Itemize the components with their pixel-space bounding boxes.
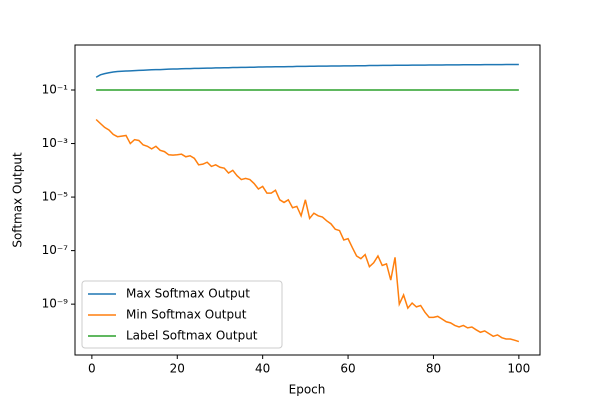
series-line (95, 63, 519, 78)
legend-label: Min Softmax Output (126, 308, 247, 322)
legend-label: Max Softmax Output (126, 287, 250, 301)
legend-box (81, 280, 283, 349)
y-tick-label: 10⁻¹ (42, 83, 69, 97)
plot-frame (74, 44, 541, 356)
y-tick-label: 10⁻³ (42, 136, 69, 150)
y-axis-label: Softmax Output (11, 152, 25, 248)
legend: Max Softmax Output Min Softmax Output Labe… (81, 280, 283, 349)
x-tick-label: 80 (426, 362, 441, 376)
legend-label: Label Softmax Output (126, 329, 258, 343)
y-tick-label: 10⁻⁷ (42, 243, 69, 257)
y-tick-label: 10⁻⁵ (42, 190, 69, 204)
series-line (95, 118, 520, 343)
x-tick-label: 60 (340, 362, 355, 376)
y-tick-label: 10⁻⁹ (42, 297, 69, 311)
x-tick-label: 40 (255, 362, 270, 376)
x-axis-label: Epoch (289, 383, 326, 397)
x-tick-label: 20 (170, 362, 185, 376)
x-tick-label: 100 (507, 362, 530, 376)
x-tick-label: 0 (88, 362, 96, 376)
